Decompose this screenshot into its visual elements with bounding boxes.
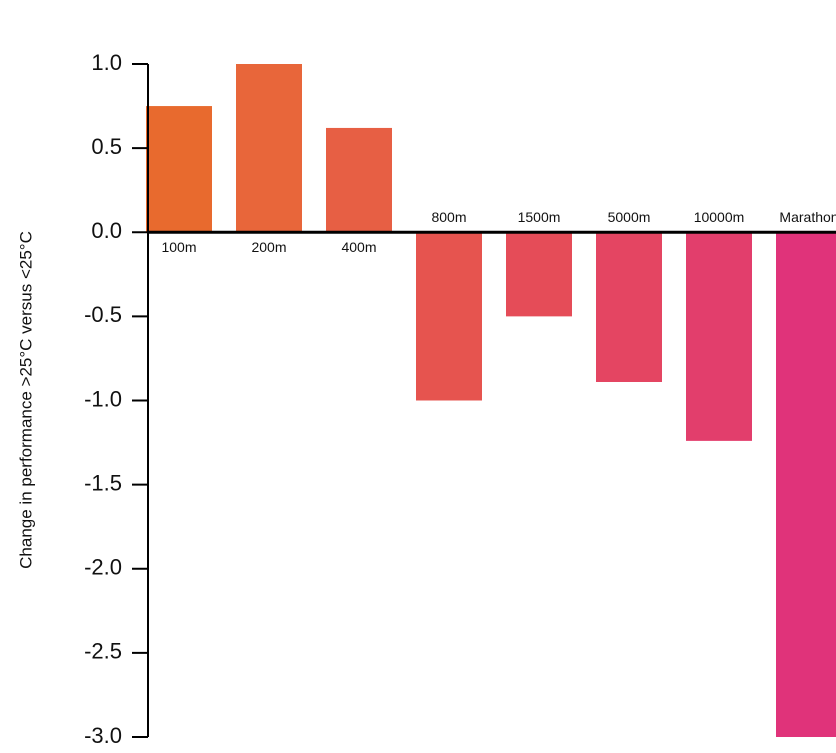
x-tick-label: 100m — [161, 239, 196, 255]
x-tick-label: 1500m — [518, 209, 561, 225]
bar — [416, 232, 482, 401]
bar — [596, 232, 662, 382]
y-tick-label: -1.5 — [84, 470, 122, 495]
x-tick-label: 400m — [341, 239, 376, 255]
y-tick-label: -3.0 — [84, 723, 122, 748]
y-tick-label: 0.5 — [91, 134, 122, 159]
x-tick-label: 800m — [431, 209, 466, 225]
bar — [686, 232, 752, 441]
y-tick-label: -0.5 — [84, 302, 122, 327]
y-tick-label: 1.0 — [91, 50, 122, 75]
bar — [326, 127, 392, 233]
y-tick-label: 0.0 — [91, 218, 122, 243]
bar — [776, 232, 836, 737]
bar — [146, 106, 212, 233]
y-tick-label: -2.0 — [84, 555, 122, 580]
x-tick-label: 10000m — [694, 209, 745, 225]
y-axis-label: Change in performance >25°C versus <25°C — [16, 231, 35, 569]
x-tick-label: Marathon — [779, 209, 836, 225]
x-tick-label: 200m — [251, 239, 286, 255]
y-tick-label: -1.0 — [84, 386, 122, 411]
bar — [506, 232, 572, 317]
y-tick-label: -2.5 — [84, 639, 122, 664]
bar — [236, 64, 302, 233]
x-tick-label: 5000m — [608, 209, 651, 225]
